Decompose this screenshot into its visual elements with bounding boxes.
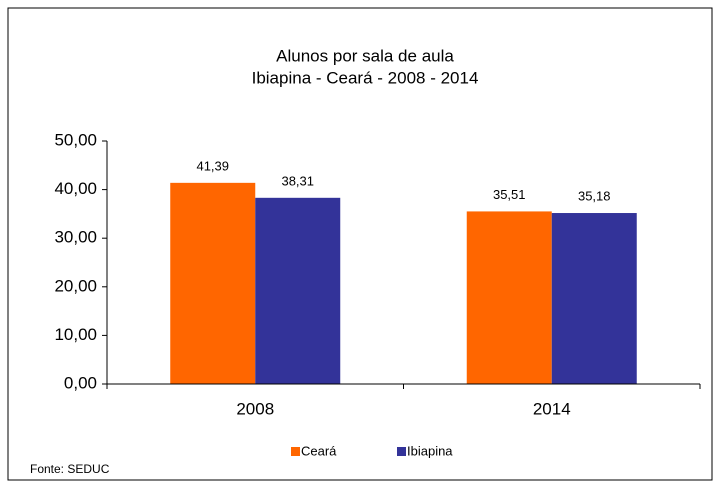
bar (551, 213, 637, 384)
value-label: 38,31 (281, 173, 314, 188)
y-tick-label: 50,00 (54, 130, 97, 149)
x-tick-label: 2014 (533, 399, 571, 418)
bar (170, 182, 256, 384)
value-label: 41,39 (196, 158, 229, 173)
y-tick-label: 40,00 (54, 179, 97, 198)
legend-label: Ibiapina (407, 443, 453, 458)
source-note: Fonte: SEDUC (30, 462, 110, 476)
legend-swatch (291, 447, 300, 456)
bar (255, 197, 341, 384)
value-label: 35,18 (578, 188, 611, 203)
y-tick-label: 30,00 (54, 228, 97, 247)
y-tick-label: 0,00 (64, 373, 97, 392)
chart-subtitle: Ibiapina - Ceará - 2008 - 2014 (252, 68, 479, 87)
chart-title: Alunos por sala de aula (276, 46, 454, 65)
bar (466, 211, 552, 384)
value-label: 35,51 (493, 187, 526, 202)
legend-label: Ceará (301, 443, 337, 458)
y-tick-label: 10,00 (54, 325, 97, 344)
legend-swatch (397, 447, 406, 456)
y-tick-label: 20,00 (54, 276, 97, 295)
x-tick-label: 2008 (236, 399, 274, 418)
